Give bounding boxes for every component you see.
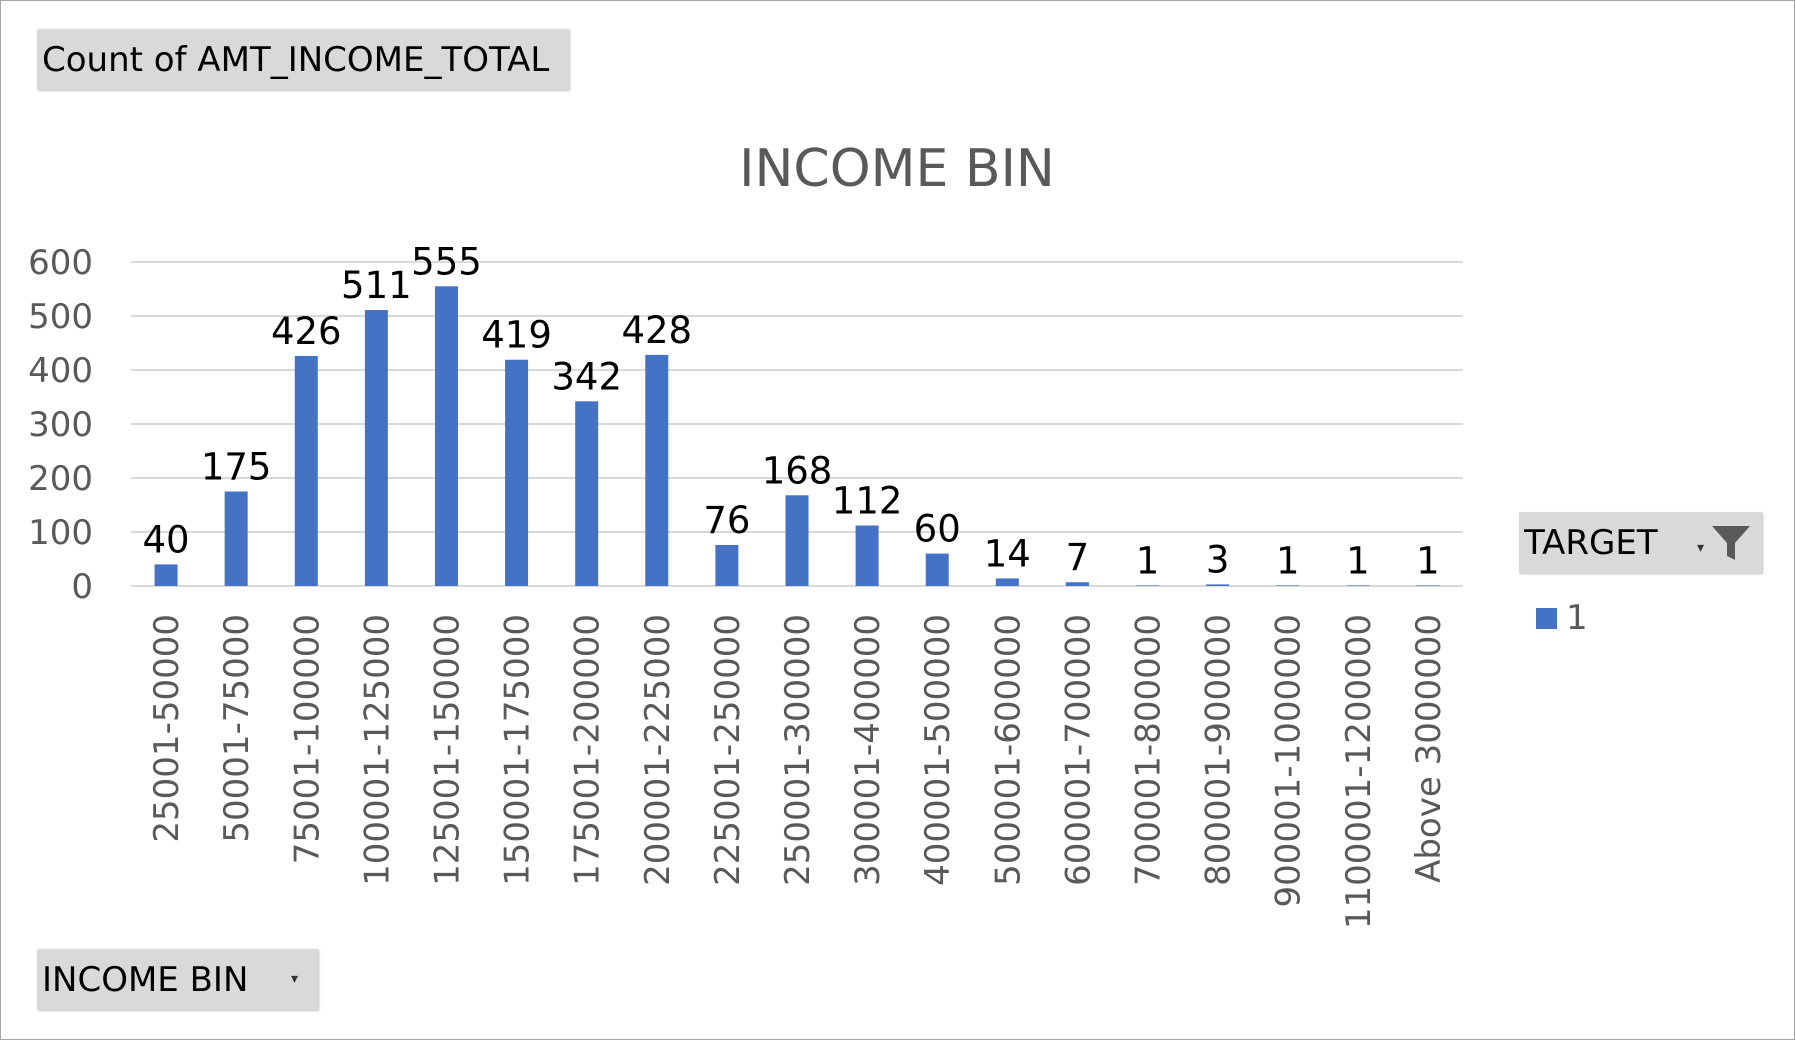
bar [995,578,1019,586]
data-label: 1 [1276,539,1300,582]
bar [434,286,458,586]
bar [575,401,599,586]
bar [505,359,529,586]
bar [1065,582,1089,586]
legend-swatch [1536,607,1557,629]
bar [224,491,248,586]
legend-entry-label: 1 [1566,598,1588,638]
bar [154,564,178,586]
x-tick-label: 900001-1000000 [1269,614,1309,907]
x-tick-label: 175001-200000 [568,614,608,886]
bar [364,310,388,586]
data-label: 40 [143,518,190,561]
legend-field-label: TARGET [1524,522,1658,563]
x-tick-label: 25001-50000 [147,614,187,843]
x-tick-label: 125001-150000 [427,614,467,886]
y-tick-label: 0 [71,567,93,607]
bar [294,355,318,586]
data-label: 14 [984,532,1031,575]
x-tick-label: 500001-600000 [988,614,1028,886]
chevron-down-icon[interactable]: ▾ [290,971,298,987]
bar [1136,585,1160,586]
y-tick-label: 100 [28,513,93,553]
x-tick-label: Above 3000000 [1409,614,1449,883]
data-label: 3 [1206,538,1230,581]
data-label: 426 [271,310,342,353]
bar [645,354,669,586]
data-label: 511 [341,264,412,307]
chevron-down-icon[interactable]: ▾ [1696,540,1704,556]
legend-entry: 1 [1536,598,1588,638]
x-tick-label: 600001-700000 [1058,614,1098,886]
x-tick-label: 225001-250000 [708,614,748,886]
filter-icon[interactable] [1710,522,1752,564]
x-tick-label: 150001-175000 [498,614,538,886]
x-tick-label: 1100001-1200000 [1339,614,1379,929]
bar [925,553,949,586]
legend-field-button[interactable]: TARGET ▾ [1519,512,1762,573]
value-field-button[interactable]: Count of AMT_INCOME_TOTAL [37,29,569,90]
bar [1276,585,1300,586]
y-tick-label: 400 [28,351,93,391]
x-tick-label: 75001-100000 [287,614,327,864]
x-tick-label: 50001-75000 [217,614,257,843]
x-tick-label: 300001-400000 [848,614,888,886]
data-label: 112 [832,480,903,523]
bar [785,495,809,586]
data-label: 555 [411,240,482,283]
x-tick-label: 400001-500000 [918,614,958,886]
data-label: 60 [914,508,961,551]
y-tick-label: 200 [28,459,93,499]
x-tick-label: 200001-225000 [638,614,678,886]
x-tick-label: 800001-900000 [1199,614,1239,886]
x-tick-label: 250001-300000 [778,614,818,886]
data-label: 76 [703,499,750,542]
data-label: 419 [481,314,552,357]
data-label: 1 [1346,539,1370,582]
axis-field-button[interactable]: INCOME BIN ▾ [37,949,318,1010]
y-tick-label: 500 [28,297,93,337]
data-label: 7 [1066,536,1090,579]
axis-field-label: INCOME BIN [42,959,249,1000]
x-tick-label: 100001-125000 [357,614,397,886]
data-label: 175 [201,446,272,489]
x-tick-label: 700001-800000 [1129,614,1169,886]
data-label: 168 [762,449,833,492]
data-label: 428 [621,309,692,352]
bar [855,525,879,586]
data-label: 342 [551,355,622,398]
data-label: 1 [1416,539,1440,582]
data-label: 1 [1136,539,1160,582]
y-tick-label: 300 [28,405,93,445]
chart-title: INCOME BIN [739,139,1055,199]
bar [1346,585,1370,586]
bar [1206,584,1230,586]
value-field-label: Count of AMT_INCOME_TOTAL [42,39,550,80]
bar [715,544,739,586]
y-tick-label: 600 [28,243,93,283]
bar [1416,585,1440,586]
